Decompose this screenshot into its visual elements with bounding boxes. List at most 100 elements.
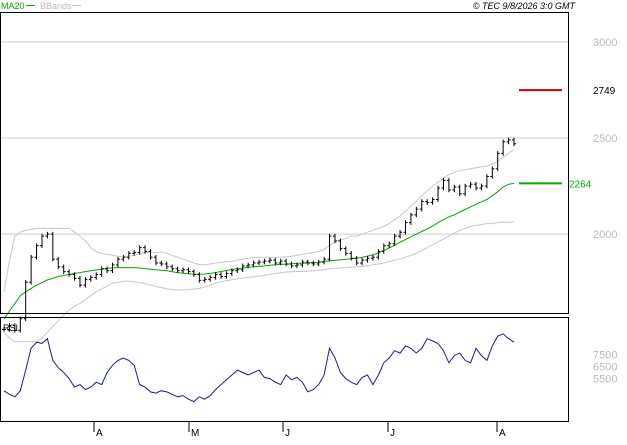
price-bar [56,256,61,270]
price-bar [512,137,516,147]
price-panel-frame [0,12,569,314]
price-bar [202,277,207,283]
price-bar [110,262,115,273]
price-bar [479,183,484,191]
price-bar [294,262,299,269]
price-bar [61,264,66,274]
price-bar [224,271,229,279]
price-bar [229,268,234,276]
price-bar [419,199,424,212]
price-bar [452,184,457,193]
rsi-title: RSI [3,323,18,333]
x-tick-label-4: A [499,428,506,439]
price-bar [115,256,120,268]
price-bar [430,197,435,205]
price-bar [468,181,473,189]
price-bar [349,251,354,261]
legend-ma20: MA20 [1,1,25,11]
price-bar [311,260,316,267]
price-bar [501,139,506,156]
rsi-tick-label-55: 5500 [593,374,617,386]
rsi-tick-label-75: 7500 [593,349,617,361]
price-bar [7,323,12,332]
price-bar [34,243,39,260]
y-tick-label-3000: 3000 [593,37,617,49]
price-bar [257,259,261,266]
price-bar [484,174,489,189]
ma20-line [3,182,515,320]
price-bar [284,258,289,267]
price-bar [441,178,446,191]
price-bar [132,250,137,256]
price-bar [153,254,158,266]
price-bar [392,233,397,247]
legend-bbands: BBands [40,1,72,11]
level-label-resistance: 2749 [593,86,616,97]
price-bar [327,233,332,262]
price-bar [316,259,321,267]
price-bar [137,245,142,255]
price-bar [186,267,191,274]
price-bar [121,254,126,262]
bband-lower [3,221,515,343]
price-bar [370,254,375,261]
price-bar [88,275,93,282]
price-bar [305,259,310,266]
price-bar [463,183,468,197]
price-bar [365,255,370,263]
price-bar [398,229,403,239]
price-bar [175,266,180,273]
price-gridlines [1,41,568,235]
price-bar [251,260,256,268]
x-tick-label-2: J [285,428,290,439]
price-bar [360,257,365,266]
price-bar [148,249,153,260]
ma20-polyline [3,182,515,320]
price-bar [45,231,50,239]
y-tick-label-2500: 2500 [593,133,617,145]
price-bar [208,275,213,282]
price-bar [446,178,451,193]
price-bar [457,184,462,197]
x-tick-label-0: A [96,428,103,439]
price-bar [289,261,294,269]
rsi-line [3,333,515,403]
price-bar [408,212,413,225]
price-bar [332,233,337,244]
price-bar [278,258,283,266]
price-bar [77,276,82,288]
price-bar [72,272,77,281]
price-bar [495,151,500,172]
price-bar [219,272,224,279]
price-bar [18,316,23,333]
y-tick-label-2000: 2000 [593,229,617,241]
price-bar [387,241,392,248]
price-bar [436,185,441,202]
price-bar [262,258,267,265]
level-label-last: 2264 [569,179,592,190]
price-bar [403,220,408,235]
price-bar [343,246,348,256]
copyright-text: © TEC 9/8/2026 3:0 GMT [473,1,577,11]
price-bar [50,231,55,262]
price-bar [83,277,88,288]
price-bar [354,255,359,266]
rsi-panel-frame [0,317,569,422]
price-y-axis: 2000 2500 3000 [593,37,617,241]
price-bar [197,272,202,283]
price-bar [381,243,386,254]
price-bar [213,272,218,280]
price-bar [67,269,72,277]
price-bar [12,323,17,333]
price-bars [2,137,516,333]
bband-upper [3,149,515,292]
price-bar [143,245,148,254]
price-bar [273,257,278,266]
price-bar [300,259,305,268]
price-bar [2,327,6,332]
price-bar [490,166,495,179]
price-bar [23,279,28,322]
